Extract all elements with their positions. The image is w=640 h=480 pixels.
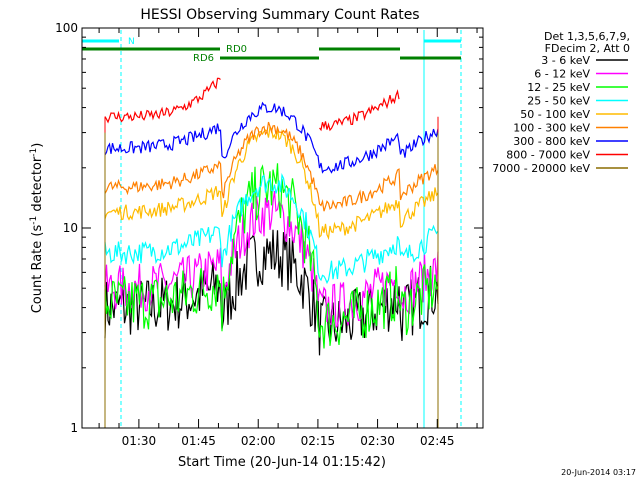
y-tick-label: 100	[55, 21, 78, 35]
chart-title: HESSI Observing Summary Count Rates	[140, 7, 419, 23]
night-label: N	[128, 37, 135, 47]
plot-frame	[81, 27, 484, 429]
y-axis-label-sup1: -1	[29, 216, 39, 225]
y-axis-label-end: )	[30, 143, 45, 148]
legend-label: 7000 - 20000 keV	[492, 162, 590, 175]
x-tick-label: 02:00	[241, 434, 276, 448]
y-tick-label: 1	[70, 421, 78, 435]
y-axis-label: Count Rate (s-1 detector-1)	[29, 143, 45, 314]
series-path	[104, 124, 439, 241]
legend-label: 100 - 300 keV	[513, 122, 590, 135]
x-axis-label: Start Time (20-Jun-14 01:15:42)	[178, 455, 386, 470]
y-axis-label-mid: detector	[30, 156, 45, 216]
legend-label: 300 - 800 keV	[513, 135, 590, 148]
series-line-5	[104, 124, 439, 428]
rd6-label: RD6	[193, 53, 214, 64]
series-path	[104, 77, 400, 132]
series-line-9	[104, 132, 439, 428]
series-path	[104, 173, 439, 285]
y-axis-label-main: Count Rate (s	[30, 225, 45, 314]
legend-label: 12 - 25 keV	[527, 81, 590, 94]
x-tick-label: 02:30	[360, 434, 395, 448]
x-tick-label: 02:45	[420, 434, 455, 448]
legend-label: 25 - 50 keV	[527, 95, 590, 108]
y-tick-label: 10	[63, 221, 78, 235]
rd0-label: RD0	[226, 44, 247, 55]
x-tick-label: 02:15	[301, 434, 336, 448]
footer-date: 20-Jun-2014 03:17	[561, 468, 636, 477]
legend-label: 6 - 12 keV	[534, 68, 590, 81]
legend: Det 1,3,5,6,7,9, FDecim 2, Att 0 3 - 6 k…	[492, 30, 630, 175]
legend-header-1: Det 1,3,5,6,7,9,	[544, 30, 630, 43]
legend-label: 800 - 7000 keV	[506, 149, 590, 162]
series-path	[104, 163, 439, 349]
y-axis-label-sup2: -1	[29, 148, 39, 157]
legend-label: 3 - 6 keV	[541, 54, 590, 67]
legend-header-2: FDecim 2, Att 0	[545, 42, 630, 55]
y-axis: 1 10 100	[55, 21, 483, 435]
legend-label: 50 - 100 keV	[520, 108, 590, 121]
series-path	[104, 229, 439, 356]
series-path	[104, 121, 439, 212]
plot-area: N RD0 RD6	[81, 30, 462, 428]
x-axis: 01:30 01:45 02:00 02:15 02:30 02:45	[98, 28, 478, 448]
series-line-3	[104, 163, 439, 428]
series-path	[104, 101, 439, 174]
series-path	[104, 190, 439, 329]
x-tick-label: 01:45	[181, 434, 216, 448]
x-tick-label: 01:30	[122, 434, 157, 448]
series-line-1	[104, 229, 439, 428]
